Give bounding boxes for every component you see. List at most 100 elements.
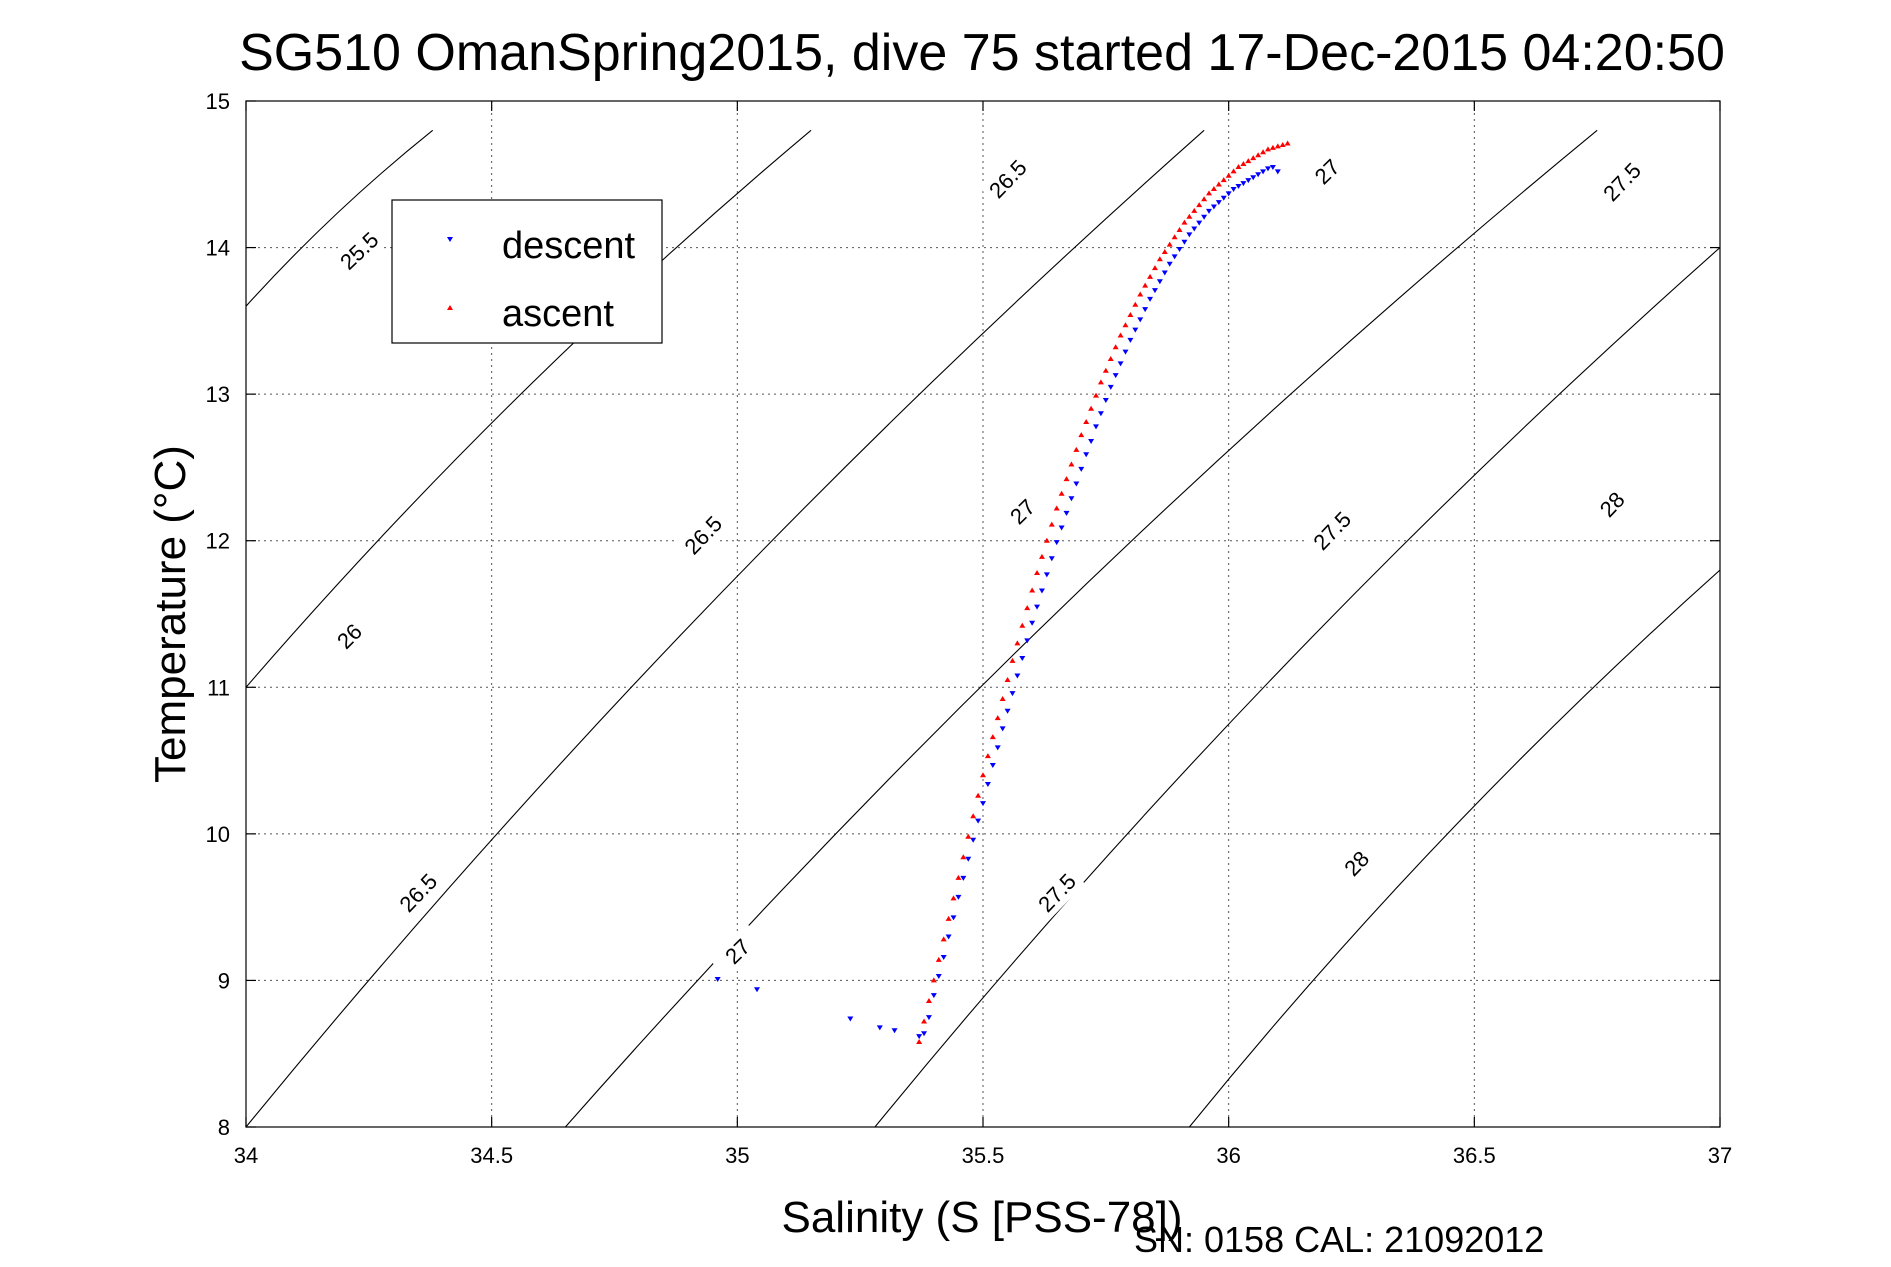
y-tick-label: 15 bbox=[206, 89, 230, 114]
descent-point bbox=[1240, 181, 1247, 187]
descent-point bbox=[1029, 620, 1036, 626]
density-contour-line bbox=[874, 247, 1720, 1127]
ascent-point bbox=[1284, 140, 1291, 146]
descent-point bbox=[1274, 169, 1281, 175]
ascent-point bbox=[1112, 344, 1119, 350]
descent-point bbox=[1068, 496, 1075, 502]
contour-label-background bbox=[1583, 475, 1640, 533]
ascent-point bbox=[1264, 146, 1271, 152]
descent-point bbox=[1147, 296, 1154, 302]
ascent-point bbox=[1093, 392, 1100, 398]
descent-point bbox=[891, 1028, 898, 1034]
ascent-point bbox=[1156, 256, 1163, 262]
descent-point bbox=[999, 726, 1006, 732]
ascent-point bbox=[1269, 144, 1276, 150]
descent-point bbox=[1230, 186, 1237, 192]
density-contour-line bbox=[246, 129, 1205, 1127]
y-tick-label: 14 bbox=[206, 236, 230, 261]
descent-point bbox=[1107, 384, 1114, 390]
contour-label-background bbox=[1303, 502, 1360, 559]
ascent-point bbox=[989, 734, 996, 740]
legend-label-ascent: ascent bbox=[502, 293, 614, 335]
descent-point bbox=[940, 954, 947, 960]
contour-label-background bbox=[979, 150, 1036, 208]
descent-point bbox=[1196, 220, 1203, 226]
ascent-point bbox=[1117, 332, 1124, 338]
ascent-point bbox=[960, 854, 967, 860]
descent-point bbox=[1201, 214, 1208, 220]
data-points bbox=[714, 140, 1291, 1044]
ascent-point bbox=[1240, 161, 1247, 167]
descent-point bbox=[1210, 204, 1217, 210]
descent-point bbox=[1019, 655, 1026, 661]
y-tick-label: 11 bbox=[207, 675, 230, 700]
descent-point bbox=[1009, 691, 1016, 697]
contour-label-background bbox=[320, 607, 378, 665]
ascent-point bbox=[1127, 311, 1134, 317]
x-tick-label: 36.5 bbox=[1453, 1143, 1496, 1168]
ascent-point bbox=[1088, 405, 1095, 411]
x-axis-label: Salinity (S [PSS-78]) bbox=[781, 1193, 1182, 1242]
descent-point bbox=[1151, 288, 1158, 294]
density-contours bbox=[246, 129, 1720, 1127]
descent-point bbox=[1220, 195, 1227, 201]
y-axis-label: Temperature (°C) bbox=[146, 445, 195, 783]
ascent-point bbox=[921, 1018, 928, 1024]
descent-point bbox=[989, 762, 996, 768]
legend: descent ascent bbox=[391, 199, 663, 344]
ascent-point bbox=[945, 915, 952, 921]
descent-point bbox=[1186, 232, 1193, 238]
ascent-point bbox=[1201, 196, 1208, 202]
descent-point bbox=[1206, 208, 1213, 214]
descent-point bbox=[1225, 191, 1232, 197]
descent-point bbox=[1132, 327, 1139, 333]
descent-point bbox=[1024, 638, 1031, 644]
legend-label-descent: descent bbox=[502, 225, 636, 267]
x-tick-label: 37 bbox=[1708, 1143, 1732, 1168]
descent-point bbox=[1078, 466, 1085, 472]
ascent-point bbox=[1137, 291, 1144, 297]
y-tick-label: 13 bbox=[206, 382, 230, 407]
footer-serial-calibration: SN: 0158 CAL: 21092012 bbox=[1134, 1219, 1544, 1260]
descent-point bbox=[1127, 337, 1134, 343]
x-tick-label: 34 bbox=[234, 1143, 258, 1168]
descent-point bbox=[960, 875, 967, 881]
x-tick-label: 35 bbox=[725, 1143, 749, 1168]
ascent-point bbox=[1279, 141, 1286, 147]
descent-point bbox=[955, 894, 962, 900]
ascent-point bbox=[1102, 367, 1109, 373]
contour-label-background bbox=[389, 864, 447, 921]
descent-point bbox=[1048, 556, 1055, 562]
descent-point bbox=[714, 976, 721, 982]
ascent-point bbox=[994, 715, 1001, 721]
ascent-point bbox=[1215, 181, 1222, 187]
density-contour-line bbox=[564, 129, 1598, 1127]
ascent-point bbox=[980, 772, 986, 778]
ascent-point bbox=[1171, 234, 1178, 240]
ascent-point bbox=[940, 936, 947, 942]
chart-title: SG510 OmanSpring2015, dive 75 started 17… bbox=[239, 24, 1725, 82]
descent-point bbox=[1166, 261, 1173, 267]
ascent-point bbox=[965, 833, 972, 839]
y-tick-label: 9 bbox=[218, 968, 230, 993]
legend-marker-ascent bbox=[447, 305, 453, 310]
ascent-point bbox=[1107, 355, 1114, 361]
ascent-point bbox=[1151, 265, 1158, 271]
ascent-point bbox=[1166, 241, 1173, 247]
ascent-point bbox=[1097, 379, 1104, 385]
descent-point bbox=[1034, 604, 1041, 610]
descent-point bbox=[935, 974, 942, 980]
descent-point bbox=[1250, 175, 1257, 181]
ascent-point bbox=[984, 753, 991, 759]
ascent-point bbox=[1038, 553, 1045, 559]
ascent-point bbox=[1122, 322, 1129, 328]
density-contour-line bbox=[246, 129, 812, 688]
ascent-point bbox=[1024, 605, 1031, 611]
ascent-point bbox=[1132, 301, 1139, 307]
descent-point bbox=[921, 1031, 928, 1037]
ascent-point bbox=[970, 813, 977, 819]
descent-point bbox=[1269, 164, 1276, 170]
descent-point bbox=[1073, 481, 1080, 487]
